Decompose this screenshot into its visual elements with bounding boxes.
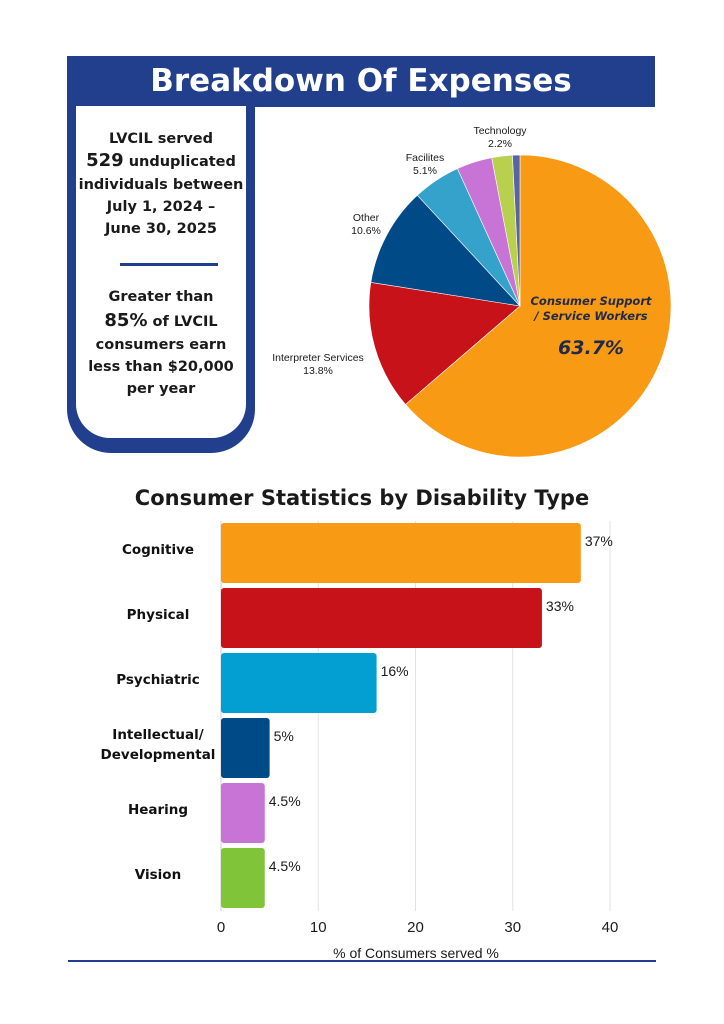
pie-slice-unlabeled-6 bbox=[512, 154, 521, 307]
info-line-greater: Greater than bbox=[108, 289, 214, 305]
pie-slice-interpreter-services bbox=[368, 282, 521, 405]
bar-chart-title: Consumer Statistics by Disability Type bbox=[134, 486, 590, 510]
pie-value-facilites: 5.1% bbox=[413, 165, 437, 177]
info-line-count: 529 unduplicated bbox=[76, 150, 246, 173]
bar-physical bbox=[221, 588, 542, 648]
pie-value-other: 10.6% bbox=[351, 225, 381, 237]
pie-value-interpreter-services: 13.8% bbox=[303, 365, 333, 377]
x-tick-label-0: 0 bbox=[217, 919, 225, 936]
x-tick-label-40: 40 bbox=[602, 919, 619, 936]
bar-vision bbox=[221, 848, 265, 908]
category-label-physical: Physical bbox=[127, 607, 190, 623]
bar-value-cognitive: 37% bbox=[585, 533, 613, 549]
disability-bar-chart: 37% Cognitive 33% Physical 16% Psychiatric 5% I… bbox=[101, 521, 619, 961]
info-line-start-date: July 1, 2024 – bbox=[106, 199, 216, 215]
info-line-end-date: June 30, 2025 bbox=[104, 221, 217, 237]
info-percent-text: of LVCIL bbox=[147, 314, 218, 330]
info-line-per-year: per year bbox=[126, 381, 196, 397]
info-count-text: unduplicated bbox=[123, 154, 236, 170]
category-label-psychiatric: Psychiatric bbox=[116, 672, 200, 688]
bar-value-physical: 33% bbox=[546, 598, 574, 614]
info-count-number: 529 bbox=[86, 150, 124, 171]
x-tick-label-20: 20 bbox=[407, 919, 424, 936]
info-percent-number: 85% bbox=[104, 310, 148, 331]
bar-value-hearing: 4.5% bbox=[269, 793, 301, 809]
header-banner: Breakdown Of Expenses bbox=[67, 56, 655, 107]
info-line-consumers: consumers earn bbox=[95, 337, 227, 353]
pie-value-consumer-support-service-workers: 63.7% bbox=[558, 337, 624, 359]
info-line-individuals: individuals between bbox=[78, 177, 244, 193]
bar-value-intellectual-developmental: 5% bbox=[274, 728, 294, 744]
info-panel-inner: LVCIL served 529 unduplicated individual… bbox=[76, 106, 246, 438]
info-line-percent: 85% of LVCIL bbox=[76, 310, 246, 333]
x-tick-label-30: 30 bbox=[504, 919, 521, 936]
info-line-served: LVCIL served bbox=[108, 131, 214, 147]
pie-label-consumer-support-service-workers-0: Consumer Support bbox=[530, 294, 652, 308]
page-title: Breakdown Of Expenses bbox=[150, 63, 572, 99]
bar-value-vision: 4.5% bbox=[269, 858, 301, 874]
pie-value-technology: 2.2% bbox=[488, 138, 512, 150]
pie-slice-other bbox=[370, 194, 521, 307]
pie-label-consumer-support-service-workers-1: / Service Workers bbox=[532, 309, 647, 323]
bar-cognitive bbox=[221, 523, 581, 583]
pie-label-technology: Technology bbox=[473, 125, 527, 137]
pie-slice-consumer-support-service-workers bbox=[405, 154, 672, 458]
bar-value-psychiatric: 16% bbox=[381, 663, 409, 679]
category-label-cognitive: Cognitive bbox=[122, 542, 194, 558]
info-line-income: less than $20,000 bbox=[88, 359, 234, 375]
x-tick-label-10: 10 bbox=[310, 919, 327, 936]
bar-intellectual-developmental bbox=[221, 718, 270, 778]
pie-label-other: Other bbox=[353, 212, 380, 224]
category-label-vision: Vision bbox=[135, 867, 181, 883]
footer-divider bbox=[68, 960, 656, 962]
bar-psychiatric bbox=[221, 653, 377, 713]
expense-pie-chart: Consumer Support/ Service Workers 63.7% In… bbox=[272, 125, 672, 458]
bar-hearing bbox=[221, 783, 265, 843]
info-divider bbox=[120, 263, 218, 266]
info-panel: LVCIL served 529 unduplicated individual… bbox=[67, 100, 255, 453]
x-axis-title: % of Consumers served % bbox=[333, 945, 499, 961]
category-label-intellectual-developmental-0: Intellectual/ bbox=[112, 727, 203, 743]
category-label-intellectual-developmental-1: Developmental bbox=[101, 747, 216, 763]
pie-label-facilites: Facilites bbox=[406, 152, 445, 164]
category-label-hearing: Hearing bbox=[128, 802, 188, 818]
pie-label-interpreter-services: Interpreter Services bbox=[272, 352, 364, 364]
